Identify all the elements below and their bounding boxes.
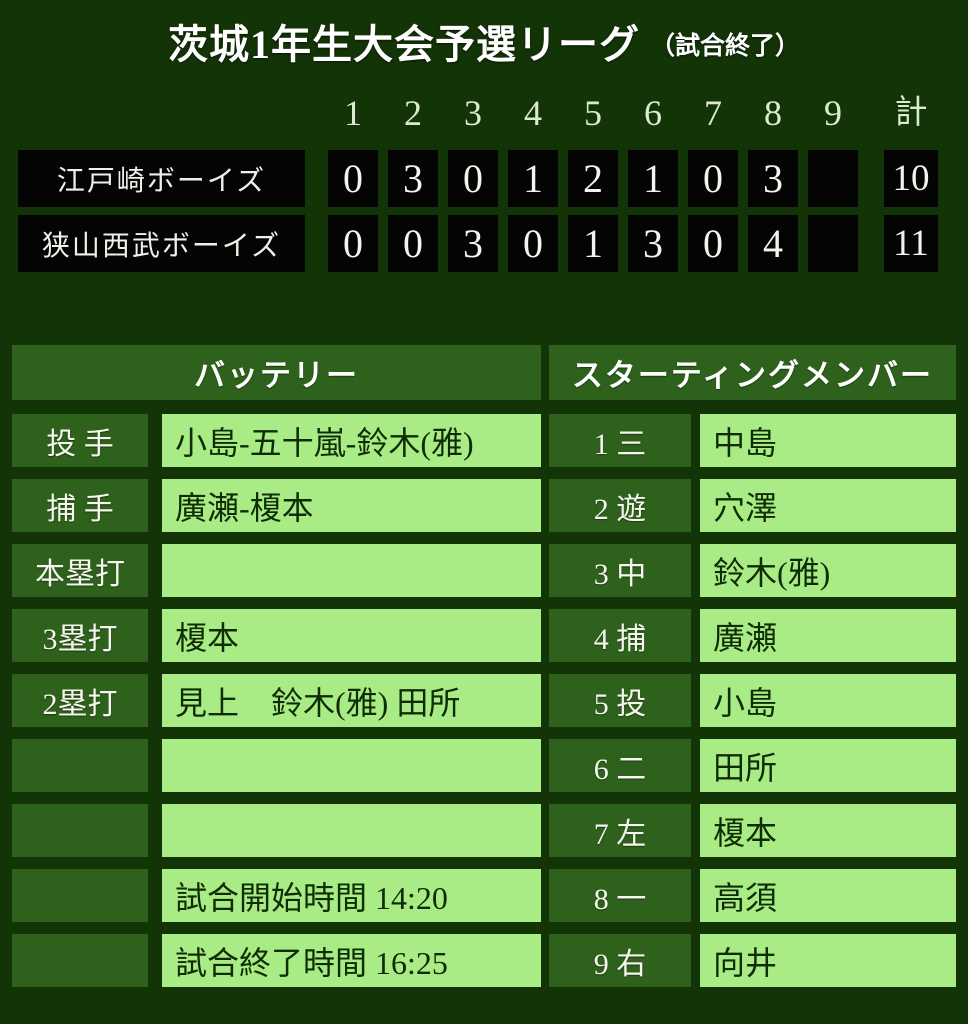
battery-row	[12, 739, 541, 792]
inning-header: 4	[524, 93, 542, 133]
player-name: 向井	[700, 934, 956, 987]
row-label	[12, 804, 148, 857]
team-name: 江戸崎ボーイズ	[18, 150, 305, 207]
inning-header: 5	[584, 93, 602, 133]
game-start-time: 試合開始時間 14:20	[162, 869, 541, 922]
inning-score: 1	[568, 215, 618, 272]
lineup-row: 5 投 小島	[549, 674, 956, 727]
total-score: 10	[884, 150, 938, 207]
inning-score: 0	[448, 150, 498, 207]
battery-row: 捕 手 廣瀬-榎本	[12, 479, 541, 532]
batting-order-position: 6 二	[549, 739, 691, 792]
battery-row: 本塁打	[12, 544, 541, 597]
battery-row	[12, 804, 541, 857]
battery-row: 2塁打 見上 鈴木(雅) 田所	[12, 674, 541, 727]
lineup-row: 6 二 田所	[549, 739, 956, 792]
inning-header: 2	[404, 93, 422, 133]
player-name: 榎本	[700, 804, 956, 857]
total-header: 計	[894, 95, 928, 131]
inning-header: 9	[824, 93, 842, 133]
inning-score: 2	[568, 150, 618, 207]
player-name: 高須	[700, 869, 956, 922]
row-label	[12, 934, 148, 987]
lineup-row: 8 一 高須	[549, 869, 956, 922]
batting-order-position: 9 右	[549, 934, 691, 987]
battery-panel-header: バッテリー	[12, 345, 541, 400]
row-value: 廣瀬-榎本	[162, 479, 541, 532]
row-label: 2塁打	[12, 674, 148, 727]
batting-order-position: 4 捕	[549, 609, 691, 662]
row-value: 見上 鈴木(雅) 田所	[162, 674, 541, 727]
player-name: 廣瀬	[700, 609, 956, 662]
batting-order-position: 1 三	[549, 414, 691, 467]
row-value: 小島-五十嵐-鈴木(雅)	[162, 414, 541, 467]
row-label: 投 手	[12, 414, 148, 467]
inning-score: 3	[628, 215, 678, 272]
lineup-row: 4 捕 廣瀬	[549, 609, 956, 662]
inning-score: 0	[388, 215, 438, 272]
player-name: 田所	[700, 739, 956, 792]
inning-score: 3	[448, 215, 498, 272]
lineup-panel-header: スターティングメンバー	[549, 345, 956, 400]
tournament-title: 茨城1年生大会予選リーグ	[167, 22, 640, 67]
row-value	[162, 739, 541, 792]
row-label	[12, 869, 148, 922]
inning-score	[808, 150, 858, 207]
battery-row: 投 手 小島-五十嵐-鈴木(雅)	[12, 414, 541, 467]
inning-score: 3	[388, 150, 438, 207]
game-status-label: （試合終了）	[649, 33, 800, 60]
battery-row: 試合開始時間 14:20	[12, 869, 541, 922]
inning-score: 1	[508, 150, 558, 207]
battery-panel: バッテリー 投 手 小島-五十嵐-鈴木(雅) 捕 手 廣瀬-榎本 本塁打 3塁打…	[12, 345, 541, 999]
inning-header: 3	[464, 93, 482, 133]
batting-order-position: 2 遊	[549, 479, 691, 532]
inning-score	[808, 215, 858, 272]
inning-score: 0	[688, 150, 738, 207]
team-name: 狭山西武ボーイズ	[18, 215, 305, 272]
row-label: 捕 手	[12, 479, 148, 532]
batting-order-position: 7 左	[549, 804, 691, 857]
batting-order-position: 3 中	[549, 544, 691, 597]
row-label: 3塁打	[12, 609, 148, 662]
inning-score: 0	[328, 215, 378, 272]
inning-score: 0	[688, 215, 738, 272]
game-end-time: 試合終了時間 16:25	[162, 934, 541, 987]
row-label	[12, 739, 148, 792]
inning-score: 1	[628, 150, 678, 207]
total-score: 11	[884, 215, 938, 272]
inning-score: 0	[328, 150, 378, 207]
inning-header: 6	[644, 93, 662, 133]
inning-header: 7	[704, 93, 722, 133]
player-name: 小島	[700, 674, 956, 727]
player-name: 鈴木(雅)	[700, 544, 956, 597]
row-value: 榎本	[162, 609, 541, 662]
inning-score: 0	[508, 215, 558, 272]
inning-score: 4	[748, 215, 798, 272]
lineup-panel: スターティングメンバー 1 三 中島 2 遊 穴澤 3 中 鈴木(雅) 4 捕 …	[549, 345, 956, 999]
row-value	[162, 544, 541, 597]
inning-header: 1	[344, 93, 362, 133]
battery-row: 3塁打 榎本	[12, 609, 541, 662]
inning-score-cells: 0 0 3 0 1 3 0 4 11	[328, 215, 938, 272]
inning-header-row: 1 2 3 4 5 6 7 8 9 計	[328, 94, 938, 132]
row-label: 本塁打	[12, 544, 148, 597]
lineup-row: 1 三 中島	[549, 414, 956, 467]
lineup-row: 7 左 榎本	[549, 804, 956, 857]
lineup-row: 9 右 向井	[549, 934, 956, 987]
lineup-row: 3 中 鈴木(雅)	[549, 544, 956, 597]
battery-row: 試合終了時間 16:25	[12, 934, 541, 987]
page-title: 茨城1年生大会予選リーグ （試合終了）	[0, 12, 968, 70]
player-name: 中島	[700, 414, 956, 467]
row-value	[162, 804, 541, 857]
inning-header: 8	[764, 93, 782, 133]
lineup-row: 2 遊 穴澤	[549, 479, 956, 532]
score-row-away: 狭山西武ボーイズ 0 0 3 0 1 3 0 4 11	[0, 215, 968, 272]
inning-score: 3	[748, 150, 798, 207]
score-row-home: 江戸崎ボーイズ 0 3 0 1 2 1 0 3 10	[0, 150, 968, 207]
batting-order-position: 8 一	[549, 869, 691, 922]
player-name: 穴澤	[700, 479, 956, 532]
batting-order-position: 5 投	[549, 674, 691, 727]
inning-score-cells: 0 3 0 1 2 1 0 3 10	[328, 150, 938, 207]
